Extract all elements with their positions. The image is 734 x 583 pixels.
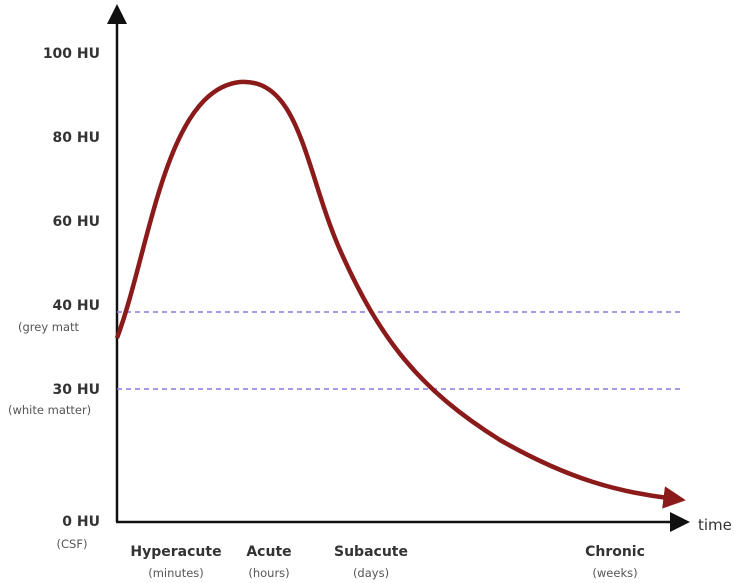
x-note: (weeks) (592, 566, 637, 580)
y-note: (CSF) (57, 537, 88, 551)
x-note: (minutes) (148, 566, 204, 580)
y-label: 30 HU (53, 382, 100, 398)
x-label: Chronic (585, 544, 645, 560)
y-note: (grey matt (18, 320, 80, 334)
x-note: (days) (353, 566, 389, 580)
x-note: (hours) (248, 566, 289, 580)
x-axis-label: time (698, 516, 732, 534)
y-label: 100 HU (43, 46, 100, 62)
y-label: 60 HU (53, 214, 100, 230)
x-label: Subacute (334, 544, 408, 560)
y-label: 80 HU (53, 130, 100, 146)
y-label: 0 HU (62, 514, 100, 530)
x-label: Acute (246, 544, 291, 560)
density-curve (114, 79, 686, 509)
x-label: Hyperacute (130, 544, 221, 560)
y-label: 40 HU (53, 298, 100, 314)
y-note: (white matter) (8, 403, 91, 417)
